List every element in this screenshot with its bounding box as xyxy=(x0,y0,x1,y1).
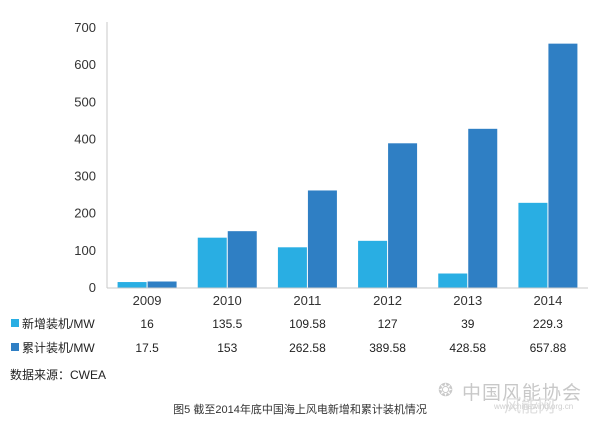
legend-label-cumulative: 累计装机/MW xyxy=(22,341,95,355)
data-label: 16 xyxy=(140,317,154,331)
bar-new-2011 xyxy=(277,247,307,288)
watermark-text: 中国风能协会 xyxy=(462,383,583,404)
x-tick-label: 2014 xyxy=(533,293,562,308)
data-label: 153 xyxy=(217,341,237,355)
data-label: 127 xyxy=(378,317,398,331)
data-label: 39 xyxy=(461,317,475,331)
data-label: 657.88 xyxy=(530,341,567,355)
data-label: 389.58 xyxy=(369,341,406,355)
legend-label-new: 新增装机/MW xyxy=(22,316,95,331)
watermark-url: www.chinawind.org.cn xyxy=(494,402,574,411)
y-tick-label: 400 xyxy=(74,131,96,146)
data-label: 428.58 xyxy=(449,341,486,355)
watermark: ❂ 中国风能协会 风能网 www.chinawind.org.cn xyxy=(438,378,598,418)
y-tick-label: 700 xyxy=(74,20,96,35)
x-tick-label: 2010 xyxy=(213,293,242,308)
bars xyxy=(117,43,578,288)
x-tick-label: 2009 xyxy=(133,293,162,308)
data-label: 262.58 xyxy=(289,341,326,355)
y-axis: 0 100 200 300 400 500 600 700 xyxy=(74,20,108,295)
data-table: 新增装机/MW 16 135.5 109.58 127 39 229.3 累计装机/MW 17.… xyxy=(11,316,567,355)
x-tick-label: 2013 xyxy=(453,293,482,308)
x-tick-label: 2011 xyxy=(293,293,321,308)
data-label: 109.58 xyxy=(289,317,326,331)
bar-cumulative-2012 xyxy=(388,143,418,288)
bar-new-2010 xyxy=(197,237,227,288)
x-tick-label: 2012 xyxy=(373,293,402,308)
bar-cumulative-2010 xyxy=(227,231,257,288)
y-tick-label: 0 xyxy=(89,280,96,295)
bar-new-2009 xyxy=(117,282,147,288)
bar-cumulative-2009 xyxy=(147,281,177,288)
wechat-icon: ❂ xyxy=(438,380,454,400)
bar-new-2013 xyxy=(438,273,468,288)
source-note: 数据来源：CWEA xyxy=(10,368,107,382)
data-label: 17.5 xyxy=(135,341,159,355)
y-tick-label: 100 xyxy=(74,243,96,258)
y-tick-label: 500 xyxy=(74,94,96,109)
bar-cumulative-2013 xyxy=(468,128,498,288)
legend-swatch-new xyxy=(11,319,19,327)
bar-cumulative-2011 xyxy=(307,190,337,288)
figure-caption: 图5 截至2014年底中国海上风电新增和累计装机情况 xyxy=(173,404,427,416)
bar-new-2014 xyxy=(518,202,548,288)
y-tick-label: 600 xyxy=(74,57,96,72)
watermark-ghost-text: 风能网 xyxy=(504,397,555,416)
legend-swatch-cumulative xyxy=(11,343,19,351)
y-tick-label: 300 xyxy=(74,169,96,184)
y-tick-label: 200 xyxy=(74,206,96,221)
bar-cumulative-2014 xyxy=(548,43,578,288)
data-label: 135.5 xyxy=(212,317,242,331)
bar-new-2012 xyxy=(358,240,388,288)
data-label: 229.3 xyxy=(533,317,563,331)
x-axis: 2009 2010 2011 2012 2013 2014 xyxy=(107,287,588,308)
